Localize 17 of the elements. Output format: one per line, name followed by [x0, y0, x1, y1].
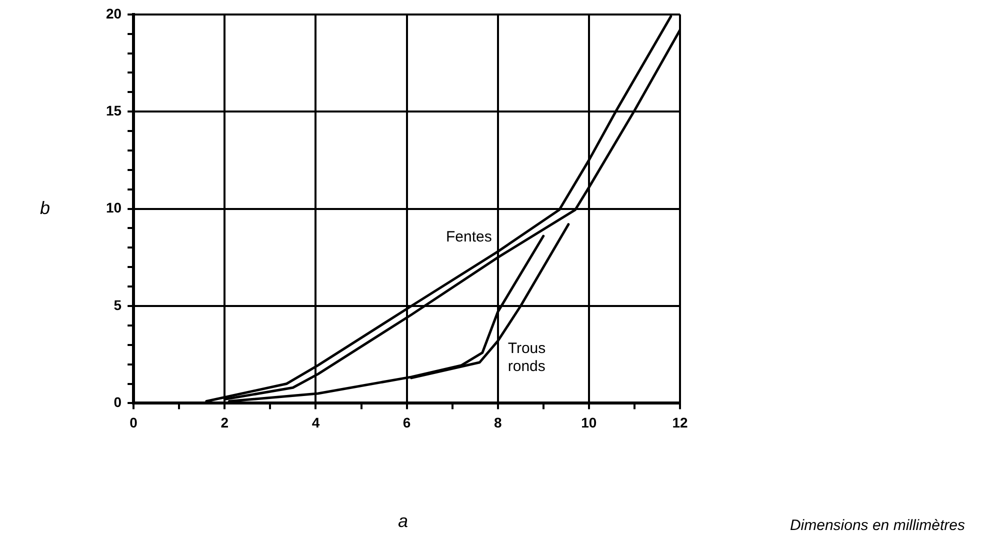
series-label: Fentes	[446, 228, 492, 246]
y-tick-label: 5	[114, 296, 122, 313]
y-tick-label: 0	[114, 394, 122, 410]
x-axis-title: a	[398, 511, 408, 531]
x-tick-label: 2	[220, 414, 229, 430]
y-tick-label: 20	[106, 5, 122, 22]
x-tick-label: 10	[581, 414, 597, 430]
y-tick-label: 15	[106, 102, 122, 118]
x-tick-label: 4	[312, 414, 320, 430]
x-tick-label: 12	[672, 414, 688, 430]
x-tick-label: 8	[494, 414, 502, 430]
y-tick-label: 10	[106, 200, 122, 216]
x-tick-label: 6	[402, 414, 411, 430]
series-label: Trous ronds	[508, 340, 546, 376]
y-axis-title: b	[40, 198, 50, 218]
text: Dimensions en millimètres	[790, 517, 966, 534]
x-tick-label: 0	[130, 414, 138, 430]
